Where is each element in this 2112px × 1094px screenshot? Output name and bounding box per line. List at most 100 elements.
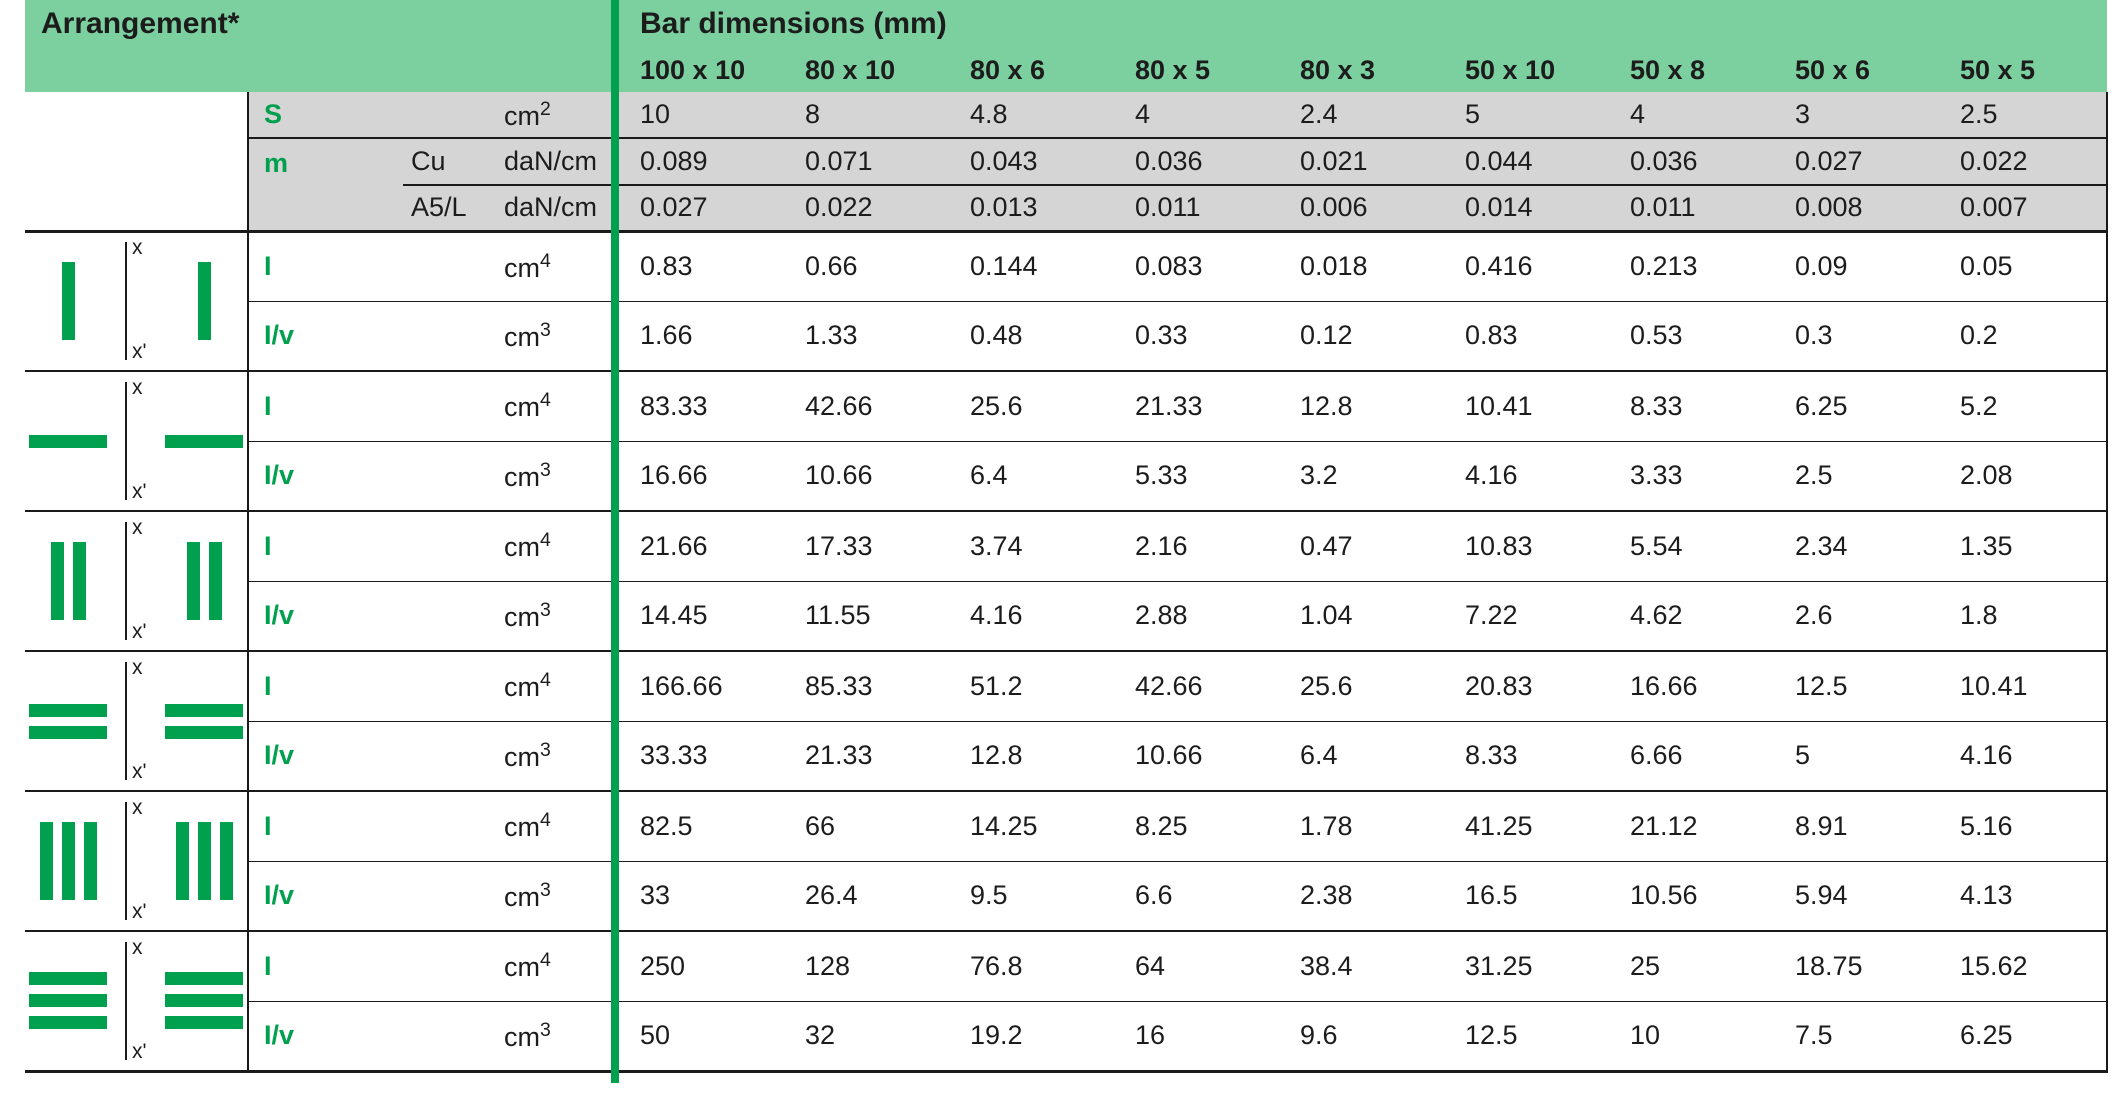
symbol-I: I [247,231,403,302]
value-cell: 0.071 [791,138,956,186]
value-cell: 11.55 [791,581,956,652]
value-cell: 3.2 [1286,441,1451,512]
value-cell: 2.4 [1286,92,1451,139]
value-cell: 0.036 [1616,138,1781,186]
col-header: 80 x 10 [791,48,956,92]
value-cell: 6.4 [956,441,1121,512]
unit-base: cm [504,672,540,703]
mass-cu-row: m Cu daN/cm 0.089 0.071 0.043 0.036 0.02… [25,138,2108,233]
value-cell: 2.6 [1781,581,1946,652]
value-cell: 2.88 [1121,581,1286,652]
value-cell: 0.008 [1781,185,1946,233]
unit-base: cm [504,952,540,983]
arrangement-header: Arrangement* [25,0,626,48]
header-spacer [25,48,626,92]
unit-cell: cm4 [500,231,626,302]
col-header: 80 x 5 [1121,48,1286,92]
value-cell: 3.74 [956,511,1121,582]
col-header: 80 x 6 [956,48,1121,92]
unit-base: cm [504,321,540,352]
symbol-Iv: I/v [247,721,403,792]
axis-label-x: x [132,516,143,539]
bar-icon [165,725,243,739]
value-cell: 0.022 [1946,138,2108,186]
value-cell: 14.45 [626,581,791,652]
xx-axis-icon: x x' [113,656,159,783]
axis-label-x-prime: x' [132,900,147,923]
bar-icon [83,822,97,900]
value-cell: 6.25 [1781,371,1946,442]
value-cell: 0.47 [1286,511,1451,582]
value-cell: 7.22 [1451,581,1616,652]
value-cell: 2.16 [1121,511,1286,582]
symbol-I: I [247,651,403,722]
xx-axis-icon: x x' [113,516,159,643]
unit-base: cm [504,532,540,563]
value-cell: 10 [626,92,791,139]
value-cell: 2.5 [1946,92,2108,139]
table-row: x x' I cm4 83.33 42.66 25.6 21.33 12.8 10… [25,371,2108,512]
symbol-I: I [247,371,403,442]
value-cell: 64 [1121,931,1286,1002]
arrangement-icon-3-vertical: x x' [25,791,248,932]
value-cell: 42.66 [1121,651,1286,722]
unit-base: cm [504,1021,540,1052]
value-cell: 10.66 [1121,721,1286,792]
arrangement-icon-3-horizontal: x x' [25,931,248,1073]
value-cell: 16.66 [1616,651,1781,722]
unit-sup: 3 [540,458,551,481]
bar-icon [165,972,243,986]
unit-base: cm [504,252,540,283]
value-cell: 25.6 [956,371,1121,442]
axis-label-x: x [132,376,143,399]
table-row: x x' I cm4 250 128 76.8 64 38.4 31.25 25 … [25,931,2108,1073]
unit-base: cm [504,812,540,843]
value-cell: 50 [626,1001,791,1073]
unit-base: cm [504,881,540,912]
value-cell: 5.94 [1781,861,1946,932]
value-cell: 33.33 [626,721,791,792]
value-cell: 42.66 [791,371,956,442]
axis-label-x-prime: x' [132,620,147,643]
value-cell: 6.66 [1616,721,1781,792]
value-cell: 0.011 [1121,185,1286,233]
spacer-cell [403,721,500,792]
value-cell: 33 [626,861,791,932]
arrangement-empty-cell [25,92,248,233]
value-cell: 0.53 [1616,301,1781,372]
unit-base: cm [504,601,540,632]
unit-cell: daN/cm [500,185,626,233]
value-cell: 1.66 [626,301,791,372]
value-cell: 1.78 [1286,791,1451,862]
value-cell: 17.33 [791,511,956,582]
unit-sup: 2 [540,97,551,120]
arrangement-icon-2-vertical: x x' [25,511,248,652]
table-row: I/v cm3 16.66 10.66 6.4 5.33 3.2 4.16 3.… [25,441,2108,512]
value-cell: 4 [1121,92,1286,139]
bar-icon [50,542,64,620]
value-cell: 10 [1616,1001,1781,1073]
value-cell: 76.8 [956,931,1121,1002]
table-row: x x' I cm4 166.66 85.33 51.2 42.66 25.6 2… [25,651,2108,792]
unit-cell: cm3 [500,441,626,512]
table-row: x x' I cm4 0.83 0.66 0.144 0.083 0.018 0.… [25,231,2108,372]
value-cell: 12.8 [1286,371,1451,442]
value-cell: 12.5 [1451,1001,1616,1073]
bar-icon [61,822,75,900]
value-cell: 8.33 [1616,371,1781,442]
symbol-Iv: I/v [247,861,403,932]
symbol-Iv: I/v [247,1001,403,1073]
axis-label-x-prime: x' [132,340,147,364]
value-cell: 10.41 [1451,371,1616,442]
material-a5l: A5/L [403,185,500,233]
value-cell: 0.05 [1946,231,2108,302]
axis-label-x-prime: x' [132,480,147,503]
table-row: I/v cm3 33.33 21.33 12.8 10.66 6.4 8.33 … [25,721,2108,792]
value-cell: 0.013 [956,185,1121,233]
unit-cell: cm2 [500,92,626,139]
bar-icon [165,434,243,448]
value-cell: 0.022 [791,185,956,233]
symbol-S: S [247,92,403,139]
value-cell: 16.66 [626,441,791,512]
unit-base: cm [504,100,540,131]
